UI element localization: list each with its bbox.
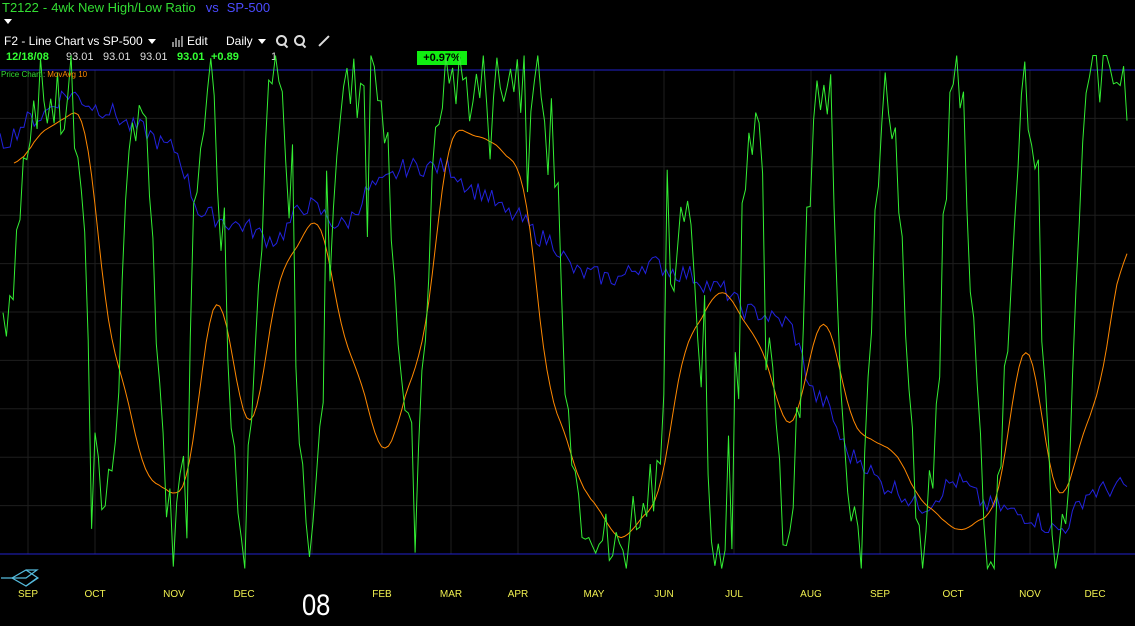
chart-grid: [0, 70, 1135, 554]
scroll-handle-icon: [1, 569, 39, 587]
quote-close: 93.01: [177, 51, 205, 63]
x-tick-label: APR: [508, 589, 529, 600]
x-tick-label: NOV: [163, 589, 185, 600]
legend-moving-average: MovAvg 10: [47, 70, 88, 79]
year-label: 08: [302, 589, 331, 622]
chart-type-dropdown[interactable]: F2 - Line Chart vs SP-500: [4, 34, 172, 48]
zoom-out-icon[interactable]: -: [294, 34, 307, 48]
period-dropdown[interactable]: Daily: [226, 34, 272, 48]
edit-label: Edit: [187, 34, 208, 48]
bar-chart-icon: [172, 35, 183, 47]
edit-button[interactable]: Edit: [172, 34, 226, 48]
quote-row: 12/18/08 93.01 93.01 93.01 93.01 +0.89 1: [6, 51, 277, 65]
window-menu-dropdown-icon[interactable]: [4, 19, 12, 24]
x-tick-label: AUG: [800, 589, 822, 600]
chevron-down-icon: [257, 38, 266, 44]
quote-low: 93.01: [140, 51, 168, 63]
x-tick-label: NOV: [1019, 589, 1041, 600]
quote-date: 12/18/08: [6, 51, 49, 63]
benchmark-series-line: [0, 90, 1128, 535]
x-tick-label: MAY: [584, 589, 605, 600]
x-tick-label: DEC: [1084, 589, 1105, 600]
x-tick-label: OCT: [84, 589, 105, 600]
x-tick-label: OCT: [942, 589, 963, 600]
chart-type-label: F2 - Line Chart vs SP-500: [4, 34, 143, 48]
x-tick-label: JUL: [725, 589, 743, 600]
quote-change: +0.89: [211, 51, 239, 63]
quote-open: 93.01: [66, 51, 94, 63]
x-tick-label: JUN: [654, 589, 673, 600]
scroll-handle-shape: [10, 569, 40, 587]
legend-separator: :: [43, 70, 46, 79]
symbol-label: T2122: [2, 0, 39, 15]
x-axis-ticks: SEP OCT NOV DEC FEB MAR APR MAY JUN JUL AUG SEP OCT N…: [18, 589, 1106, 600]
title-separator: -: [42, 0, 48, 15]
price-series-line: [2, 55, 1128, 571]
x-tick-label: MAR: [440, 589, 462, 600]
quote-volume: 1: [271, 51, 278, 63]
indicator-name: 4wk New High/Low Ratio: [51, 0, 196, 15]
x-tick-label: FEB: [372, 589, 392, 600]
legend-price: Price Chart: [1, 70, 42, 79]
percent-change-badge: +0.97%: [417, 51, 467, 65]
window-title: T2122-4wk New High/Low Ratio vs SP-500: [2, 0, 270, 16]
x-tick-label: SEP: [870, 589, 890, 600]
benchmark-name: SP-500: [226, 0, 271, 15]
vs-label: vs: [205, 0, 219, 15]
zoom-in-icon[interactable]: +: [276, 34, 289, 48]
x-tick-label: DEC: [233, 589, 254, 600]
moving-average-series-line: [13, 112, 1128, 539]
x-tick-label: SEP: [18, 589, 38, 600]
chart-toolbar: F2 - Line Chart vs SP-500 Edit Daily + -: [4, 32, 331, 50]
quote-high: 93.01: [103, 51, 131, 63]
chart-legend: Price Chart: MovAvg 10: [1, 70, 87, 79]
chevron-down-icon: [147, 38, 156, 44]
period-label: Daily: [226, 34, 253, 48]
